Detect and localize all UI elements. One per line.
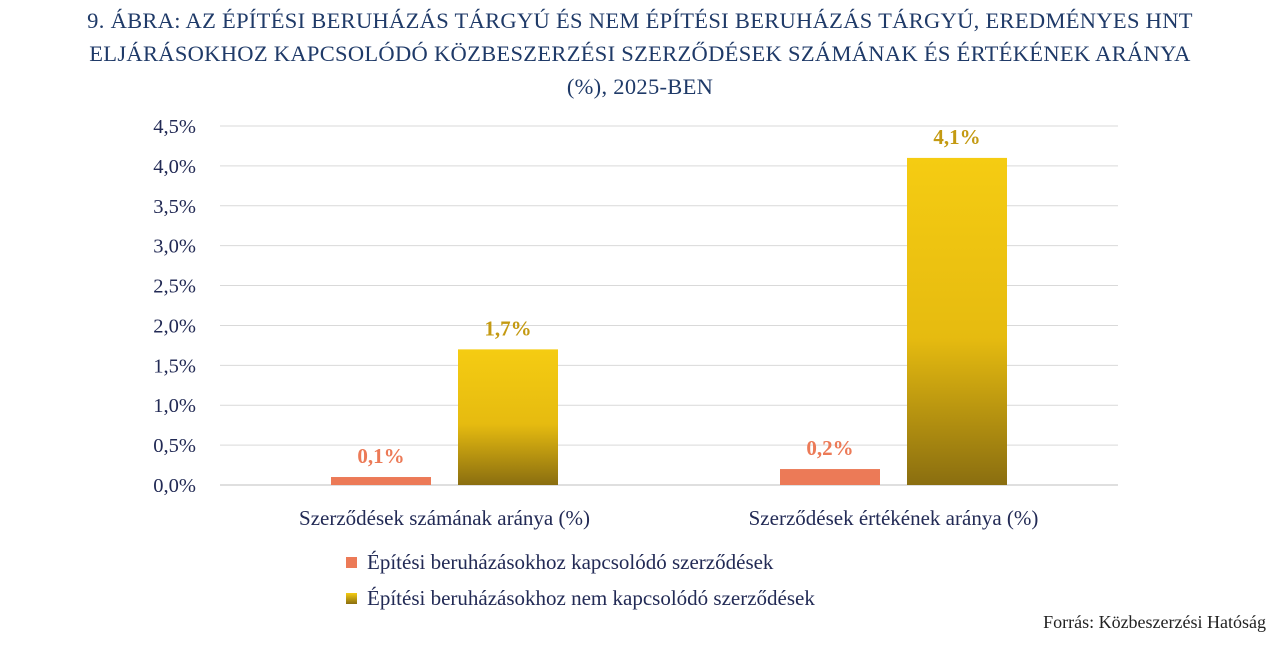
legend: Építési beruházásokhoz kapcsolódó szerző… (346, 544, 815, 616)
bars (331, 157, 1007, 485)
source-note: Forrás: Közbeszerzési Hatóság (1043, 612, 1266, 632)
legend-label-non-construction: Építési beruházásokhoz nem kapcsolódó sz… (367, 585, 815, 610)
y-tick-label: 4,5% (153, 116, 196, 138)
legend-swatch-non-construction (346, 592, 357, 604)
y-tick-label: 2,0% (153, 315, 196, 337)
y-tick-label: 1,5% (153, 355, 196, 377)
y-tick-label: 0,5% (153, 435, 196, 457)
bar-non-construction-0 (458, 349, 558, 485)
y-tick-label: 4,0% (153, 156, 196, 178)
y-tick-label: 1,0% (153, 395, 196, 417)
bar-construction-1 (780, 469, 880, 485)
legend-swatch-construction (346, 556, 357, 568)
x-category-label: Szerződések értékének aránya (%) (749, 506, 1039, 530)
legend-item-non-construction[interactable]: Építési beruházásokhoz nem kapcsolódó sz… (346, 580, 815, 616)
bar-non-construction-1 (907, 157, 1007, 485)
data-label: 0,1% (357, 444, 404, 468)
legend-item-construction[interactable]: Építési beruházásokhoz kapcsolódó szerző… (346, 544, 815, 580)
x-axis-category-labels: Szerződések számának aránya (%) Szerződés… (299, 506, 1038, 530)
x-category-label: Szerződések számának aránya (%) (299, 506, 590, 530)
data-label: 0,2% (806, 436, 853, 460)
y-tick-label: 3,5% (153, 196, 196, 218)
data-labels: 0,1% 1,7% 0,2% 4,1% (357, 125, 980, 468)
y-axis-tick-labels: 0,0% 0,5% 1,0% 1,5% 2,0% 2,5% 3,0% 3,5% 4,0% 4,5% (153, 116, 196, 497)
y-tick-label: 0,0% (153, 475, 196, 497)
chart-title: 9. ÁBRA: AZ ÉPÍTÉSI BERUHÁZÁS TÁRGYÚ ÉS … (0, 4, 1280, 103)
y-tick-label: 2,5% (153, 276, 196, 298)
data-label: 1,7% (484, 316, 531, 340)
y-tick-label: 3,0% (153, 236, 196, 258)
chart-title-line-2: ELJÁRÁSOKHOZ KAPCSOLÓDÓ KÖZBESZERZÉSI SZ… (89, 41, 1191, 66)
legend-label-construction: Építési beruházásokhoz kapcsolódó szerző… (367, 549, 774, 574)
chart-title-line-3: (%), 2025-BEN (566, 74, 714, 99)
bar-construction-0 (331, 477, 431, 485)
data-label: 4,1% (933, 125, 980, 149)
chart-title-line-1: 9. ÁBRA: AZ ÉPÍTÉSI BERUHÁZÁS TÁRGYÚ ÉS … (87, 8, 1193, 33)
